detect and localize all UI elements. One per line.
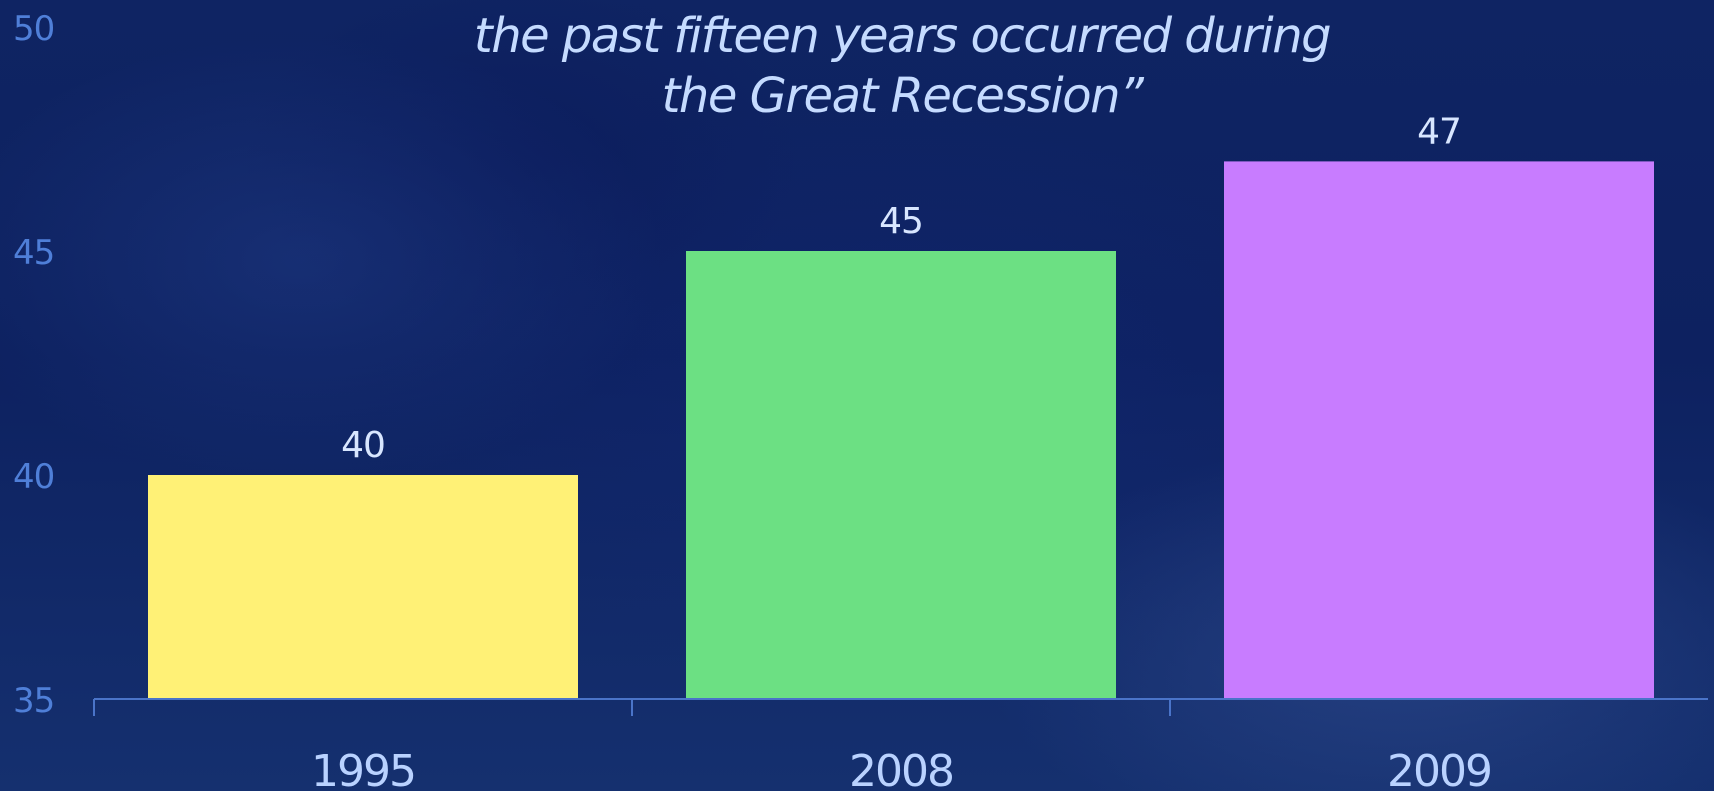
bar-2009 — [1224, 161, 1654, 699]
bars-group — [148, 161, 1654, 699]
bar-1995 — [148, 475, 578, 699]
y-axis-ticks: 35 40 45 50 — [13, 9, 55, 721]
x-tick-label: 1995 — [311, 746, 415, 791]
data-label: 47 — [1417, 111, 1461, 152]
y-tick-label: 50 — [13, 9, 54, 49]
x-tick-label: 2008 — [849, 746, 953, 791]
y-tick-label: 35 — [13, 681, 54, 721]
chart-title-line-1: the past fifteen years occurred during — [474, 8, 1330, 64]
data-label: 45 — [879, 201, 923, 242]
x-axis-ticks: 1995 2008 2009 — [311, 746, 1493, 791]
y-tick-label: 45 — [13, 233, 54, 273]
y-tick-label: 40 — [13, 457, 54, 497]
x-axis — [93, 698, 1708, 716]
bar-2008 — [686, 251, 1116, 699]
data-label: 40 — [341, 425, 385, 466]
chart-title-line-2: the Great Recession” — [662, 68, 1145, 124]
x-tick-label: 2009 — [1387, 746, 1491, 791]
data-labels: 40 45 47 — [341, 111, 1462, 466]
chart-title: the past fifteen years occurred during t… — [474, 8, 1332, 124]
